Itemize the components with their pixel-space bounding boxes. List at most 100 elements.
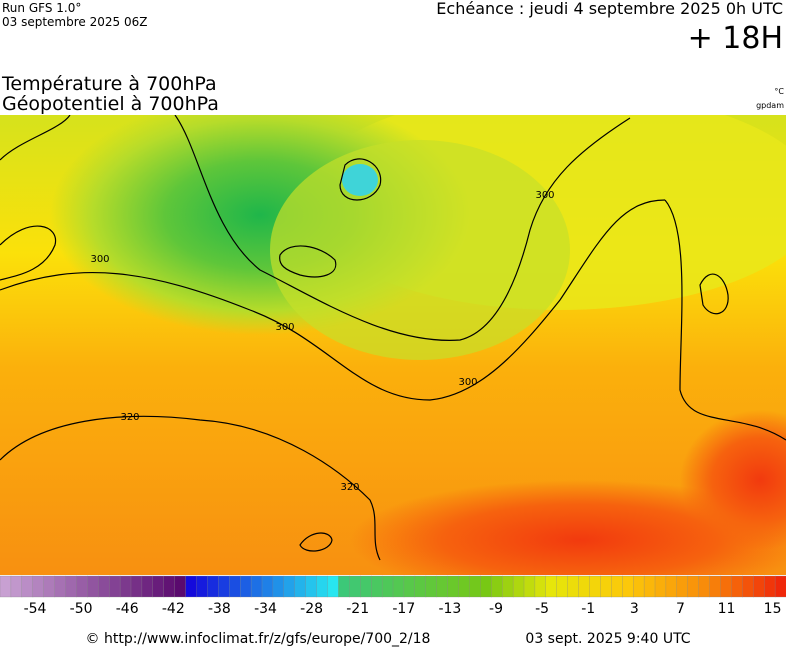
color-swatch	[185, 575, 197, 598]
scale-label: -28	[300, 601, 323, 617]
contour	[0, 415, 381, 561]
color-swatch	[774, 575, 786, 598]
color-swatch	[0, 575, 12, 598]
color-swatch	[10, 575, 23, 598]
color-swatch	[240, 575, 252, 598]
scale-label: 3	[630, 601, 639, 617]
scale-label: -5	[535, 601, 549, 617]
color-swatch	[119, 575, 132, 598]
color-swatch	[556, 575, 569, 598]
field-red-east	[680, 410, 786, 550]
color-swatch	[87, 575, 99, 598]
contour	[0, 225, 57, 281]
scale-label: 11	[718, 601, 736, 617]
contour	[279, 245, 337, 278]
color-swatch	[458, 575, 470, 598]
color-swatch	[545, 575, 558, 598]
color-swatch	[21, 575, 34, 598]
color-swatch	[381, 575, 394, 598]
color-swatch	[272, 575, 285, 598]
color-swatch	[502, 575, 514, 598]
color-swatch	[611, 575, 623, 598]
color-swatch	[250, 575, 263, 598]
color-swatch	[196, 575, 208, 598]
scale-label: -17	[392, 601, 415, 617]
color-swatch	[261, 575, 274, 598]
footer-generated: 03 sept. 2025 9:40 UTC	[525, 631, 690, 647]
color-swatch	[316, 575, 328, 598]
color-swatch	[98, 575, 110, 598]
color-swatch	[425, 575, 438, 598]
title-geopotential: Géopotentiel à 700hPa	[2, 93, 219, 115]
color-swatch	[174, 575, 187, 598]
color-swatch	[698, 575, 711, 598]
color-swatch	[392, 575, 405, 598]
contour-label: 300	[90, 254, 109, 265]
color-swatch	[633, 575, 645, 598]
map: 300 300 300 300 320 320	[0, 115, 786, 575]
scale-label: -21	[346, 601, 369, 617]
color-swatch	[578, 575, 590, 598]
contours	[0, 115, 786, 561]
run-date: 03 septembre 2025 06Z	[2, 15, 147, 29]
unit-geopotential: gpdam	[756, 101, 784, 110]
color-swatch	[687, 575, 700, 598]
color-swatch	[163, 575, 176, 598]
contour-labels: 300 300 300 300 320 320	[90, 190, 554, 493]
color-swatch	[643, 575, 656, 598]
color-swatch	[622, 575, 634, 598]
scale-label: -46	[116, 601, 139, 617]
color-swatch	[469, 575, 481, 598]
color-swatch	[436, 575, 449, 598]
color-swatch	[338, 575, 350, 598]
color-scale: -54 -50 -46 -42 -38 -34 -28 -21 -17 -13 -9 -5 -1 3 7 11…	[0, 575, 786, 617]
color-swatch	[218, 575, 230, 598]
color-swatch	[589, 575, 601, 598]
color-swatch	[742, 575, 754, 598]
contour	[664, 199, 786, 441]
color-swatch	[305, 575, 318, 598]
color-swatch	[283, 575, 296, 598]
unit-temperature: °C	[774, 87, 784, 96]
scale-label: -9	[489, 601, 503, 617]
color-swatch	[491, 575, 503, 598]
color-swatch	[600, 575, 612, 598]
color-swatch	[109, 575, 121, 598]
field-lightgreen	[270, 140, 570, 360]
color-swatch	[414, 575, 427, 598]
contour-label: 300	[458, 377, 477, 388]
scale-label: -1	[581, 601, 595, 617]
color-swatch	[349, 575, 361, 598]
contour	[0, 199, 666, 401]
color-swatch	[720, 575, 732, 598]
color-swatch	[403, 575, 416, 598]
footer-source: © http://www.infoclimat.fr/z/gfs/europe/…	[86, 631, 431, 647]
color-swatch	[447, 575, 459, 598]
color-swatch	[665, 575, 678, 598]
color-swatch	[371, 575, 383, 598]
color-swatch	[76, 575, 88, 598]
color-swatch	[360, 575, 372, 598]
color-swatch	[43, 575, 56, 598]
color-swatch	[534, 575, 547, 598]
lead-time: + 18H	[688, 21, 783, 56]
color-swatch	[567, 575, 580, 598]
color-swatch	[654, 575, 667, 598]
scale-label: -34	[254, 601, 277, 617]
color-swatch	[753, 575, 765, 598]
color-swatch	[32, 575, 45, 598]
scale-label: -38	[208, 601, 231, 617]
color-swatch	[523, 575, 536, 598]
contour	[174, 115, 631, 341]
contour	[299, 532, 333, 552]
scale-label: -54	[24, 601, 47, 617]
contour-label: 300	[535, 190, 554, 201]
color-swatch	[141, 575, 154, 598]
color-swatch	[54, 575, 66, 598]
run-label: Run GFS 1.0°	[2, 1, 81, 15]
scale-label: 15	[764, 601, 782, 617]
color-swatch	[294, 575, 307, 598]
title-temperature: Température à 700hPa	[1, 73, 217, 95]
scale-label: -50	[70, 601, 93, 617]
